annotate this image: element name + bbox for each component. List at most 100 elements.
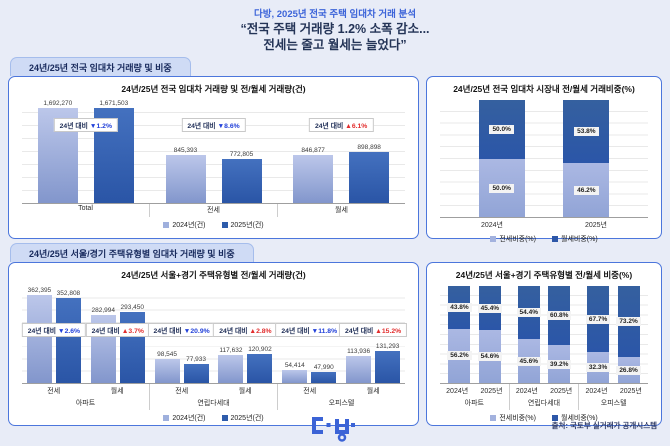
bar-group: 282,994 293,450 24년 대비 ▲3.7% — [85, 286, 150, 384]
change-badge: 24년 대비 ▼11.8% — [275, 323, 344, 338]
change-badge: 24년 대비 ▲2.8% — [213, 323, 278, 338]
legend-item: 월세비중(%) — [552, 234, 598, 244]
report-header: 다방, 2025년 전국 주택 임대차 거래 분석 “전국 주택 거래량 1.2… — [0, 0, 670, 53]
bar-2024 — [218, 354, 244, 384]
axis-sublabel: 월세 — [238, 388, 252, 396]
segment-jeonse: 26.8% — [616, 357, 641, 384]
panel-national-ratio: 24년/25년 전국 임대차 시장내 전/월세 거래비중(%) 50.0% 50.… — [426, 76, 662, 243]
bar-column: 845,393 — [165, 100, 206, 204]
bar-value-label: 113,936 — [347, 347, 371, 355]
section-badge-seoul: 24년/25년 서울/경기 주택유형별 임대차 거래량 및 비중 — [10, 243, 254, 263]
section-seoul: 24년/25년 서울/경기 주택유형별 임대차 거래량 및 비중 24년/25년… — [8, 243, 662, 427]
axis-supergroup: 전세 월세 연립다세대 — [149, 384, 277, 411]
panel-national-volume: 24년/25년 전국 임대차 거래량 및 전/월세 거래량(건) 1,692,2… — [8, 76, 419, 240]
chart-title-national-volume: 24년/25년 전국 임대차 거래량 및 전/월세 거래량(건) — [121, 84, 306, 95]
segment-label-jeonse: 26.8% — [616, 365, 641, 375]
axis-group-label: 전세 — [207, 207, 220, 215]
segment-label-jeonse: 46.2% — [574, 185, 599, 195]
bar-column: 54,414 — [282, 286, 308, 384]
bar-value-label: 117,632 — [219, 346, 243, 354]
legend-item: 전세비중(%) — [490, 413, 536, 423]
chart-title-seoul-volume: 24년/25년 서울+경기 주택유형별 전/월세 거래량(건) — [121, 270, 306, 281]
segment-jeonse: 56.2% — [447, 328, 472, 384]
legend-label: 전세비중(%) — [499, 415, 536, 423]
axis-supergroup: Total — [22, 204, 149, 217]
axis-supergroup: 2024년 2025년 — [440, 218, 648, 231]
change-prefix: 24년 대비 — [59, 122, 90, 130]
axis-group-label: 아파트 — [464, 400, 484, 408]
legend-label: 전세비중(%) — [499, 236, 536, 244]
bar-value-label: 77,933 — [186, 356, 207, 364]
axis-supergroup: 전세 월세 오피스텔 — [277, 384, 405, 411]
segment-label-jeonse: 32.3% — [585, 363, 611, 373]
axis-group-label: 오피스텔 — [328, 400, 355, 408]
axis-category-label: 2025년 — [550, 388, 573, 396]
axis-seoul-ratio: 2024년 2025년 아파트 2024년 2025년 연립다세대 2024년 2025년 오피… — [440, 384, 648, 411]
bar-supergroup: 1,692,270 1,671,503 24년 대비 ▼1.2% — [22, 100, 150, 204]
legend-label: 2025년(건) — [230, 222, 264, 230]
axis-supergroup: 월세 — [277, 204, 405, 218]
bar-column: 98,545 — [154, 286, 180, 384]
bar-2025 — [375, 351, 401, 384]
bar-2025 — [349, 151, 390, 204]
bar-value-label: 282,994 — [91, 306, 116, 314]
bar-group: 113,936 131,293 24년 대비 ▲15.2% — [339, 286, 408, 384]
segment-wolse: 67.7% — [585, 286, 611, 352]
segment-wolse: 54.4% — [516, 286, 541, 340]
segment-label-jeonse: 50.0% — [489, 183, 514, 193]
legend-marker-dark — [552, 236, 558, 243]
bar-2024 — [293, 154, 334, 204]
headline-line2: 전세는 줄고 월세는 늘었다” — [263, 37, 407, 52]
change-prefix: 24년 대비 — [187, 122, 218, 130]
legend-seoul-ratio: 전세비중(%) 월세비중(%) — [436, 413, 652, 423]
change-badge: 24년 대비 ▼1.2% — [53, 117, 118, 132]
segment-wolse: 53.8% — [563, 100, 610, 164]
bar-column: 117,632 — [218, 286, 244, 384]
bar-value-label: 1,671,503 — [99, 100, 129, 108]
panel-seoul-volume: 24년/25년 서울+경기 주택유형별 전/월세 거래량(건) 362,395 3… — [8, 262, 419, 427]
headline-line1: “전국 주택 거래량 1.2% 소폭 감소... — [240, 22, 430, 36]
axis-sublabel: 전세 — [303, 388, 317, 396]
axis-seoul-volume: 전세 월세 아파트 전세 월세 연립다세대 전세 월세 오피스텔 — [22, 384, 405, 411]
change-prefix: 24년 대비 — [219, 328, 250, 336]
chart-seoul-volume: 362,395 352,808 24년 대비 ▼2.6% 282,994 293,450… — [21, 286, 408, 385]
stacked-bar: 50.0% 50.0% — [478, 100, 525, 218]
axis-supergroup: 전세 — [149, 204, 277, 218]
change-prefix: 24년 대비 — [27, 328, 58, 336]
segment-label-jeonse: 39.2% — [546, 359, 572, 369]
bar-column: 113,936 — [346, 286, 372, 384]
legend-label: 2025년(건) — [230, 415, 264, 423]
axis-group-label: 오피스텔 — [600, 400, 627, 408]
bar-group: 362,395 352,808 24년 대비 ▼2.6% — [21, 286, 87, 384]
footer: 출처: 국토부 실거래가 공개시스템 — [0, 412, 670, 446]
bar-value-label: 98,545 — [157, 351, 178, 359]
bar-2025 — [55, 297, 81, 384]
bar-column: 1,671,503 — [93, 100, 134, 204]
section-national: 24년/25년 전국 임대차 거래량 및 비중 24년/25년 전국 임대차 거… — [8, 57, 662, 243]
axis-sublabel: 전세 — [175, 388, 189, 396]
axis-group-label: Total — [78, 205, 93, 213]
segment-jeonse: 54.6% — [477, 330, 503, 384]
segment-label-wolse: 67.7% — [585, 314, 611, 324]
legend-marker-dark — [221, 415, 228, 422]
axis-category-label: 2024년 — [585, 388, 608, 396]
change-value: ▼8.6% — [217, 122, 240, 130]
axis-group-label: 연립다세대 — [527, 400, 561, 408]
axis-category-label: 2025년 — [584, 222, 607, 230]
change-value: ▲15.2% — [375, 328, 402, 336]
bar-2024 — [282, 370, 308, 384]
legend-label: 2024년(건) — [172, 222, 206, 230]
segment-label-wolse: 43.8% — [447, 302, 472, 312]
change-value: ▼11.8% — [311, 328, 338, 336]
source-text: 출처: 국토부 실거래가 공개시스템 — [551, 421, 657, 430]
segment-jeonse: 45.6% — [516, 339, 541, 384]
bar-supergroup: 845,393 772,805 24년 대비 ▼8.6% — [150, 100, 278, 204]
legend-item: 전세비중(%) — [490, 234, 536, 244]
segment-jeonse: 32.3% — [585, 351, 611, 384]
legend-label: 월세비중(%) — [561, 415, 598, 423]
segment-label-jeonse: 56.2% — [447, 351, 472, 361]
bar-supergroup: 54,414 47,990 24년 대비 ▼11.8% 113,936 131,293 2… — [275, 286, 408, 384]
bar-value-label: 846,877 — [301, 146, 325, 154]
bar-2025 — [311, 371, 337, 384]
axis-category-label: 2024년 — [515, 388, 538, 396]
